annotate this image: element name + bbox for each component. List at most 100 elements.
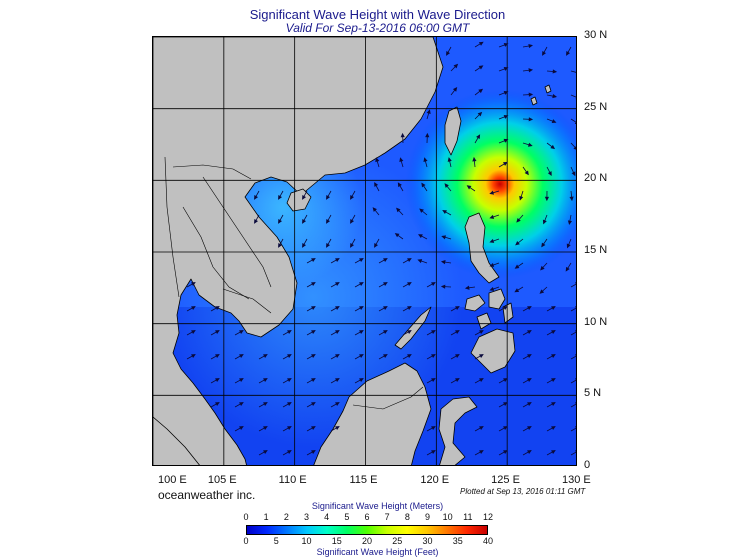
- wave-arrow-head: [528, 68, 534, 73]
- wave-arrow-head: [311, 258, 316, 263]
- colorbar-meters-tick: 12: [482, 512, 494, 522]
- latitude-label: 5 N: [584, 387, 602, 400]
- wave-arrow-head: [215, 378, 220, 383]
- wave-arrow-head: [479, 426, 484, 431]
- wave-arrow-head: [455, 378, 460, 383]
- wave-arrow-head: [527, 450, 532, 455]
- wave-arrow-head: [278, 243, 283, 248]
- wave-arrow-head: [550, 144, 556, 150]
- credit-text: oceanweather inc.: [158, 488, 256, 502]
- wave-arrow-head: [551, 354, 556, 359]
- wave-arrow-head: [287, 354, 292, 359]
- wave-arrow-head: [455, 354, 460, 359]
- wave-arrow-head: [407, 306, 412, 311]
- border-borneo-malaysia: [352, 386, 424, 410]
- colorbar-meters-tick: 11: [463, 512, 473, 522]
- land-mainland-asia: [153, 37, 444, 465]
- wave-arrow-head: [446, 51, 451, 56]
- wave-arrow-shaft: [570, 94, 576, 98]
- wave-arrow-head: [359, 330, 364, 335]
- wave-arrow-head: [575, 282, 576, 285]
- latitude-label: 25 N: [584, 100, 608, 113]
- wave-arrow-head: [455, 306, 460, 311]
- wave-arrow-head: [383, 306, 388, 311]
- wave-arrow-head: [447, 157, 452, 162]
- wave-arrow-head: [263, 354, 268, 359]
- wave-arrow-head: [489, 214, 495, 219]
- wave-arrow-head: [311, 282, 316, 287]
- wave-arrow-shaft: [570, 70, 576, 73]
- wave-arrow-head: [407, 258, 412, 263]
- wave-arrow-head: [551, 402, 556, 407]
- wave-arrow-head: [287, 330, 292, 335]
- land-taiwan: [444, 106, 462, 156]
- wave-arrow-head: [431, 450, 436, 455]
- wave-arrow-head: [573, 146, 576, 150]
- land-mindanao: [470, 328, 516, 374]
- wave-arrow-head: [383, 330, 388, 335]
- border-myanmar-thailand: [164, 156, 180, 298]
- longitude-label: 120 E: [420, 474, 450, 486]
- wave-arrow-head: [502, 161, 508, 166]
- wave-arrow-head: [444, 183, 449, 188]
- land-ryukyu-1: [530, 96, 538, 106]
- wave-arrow-head: [215, 354, 220, 359]
- border-thailand-cambodia: [182, 206, 250, 300]
- colorbar-meters-tick: 4: [324, 512, 330, 522]
- wave-arrow-head: [263, 402, 268, 407]
- border-china-vietnam: [172, 164, 252, 180]
- wave-arrow-head: [575, 426, 576, 429]
- wave-arrow-head: [417, 259, 423, 264]
- wave-arrow-head: [575, 378, 576, 381]
- wave-arrow-head: [407, 354, 412, 359]
- wave-arrow-head: [528, 92, 534, 97]
- land-sulawesi: [438, 396, 478, 465]
- wave-arrow-head: [567, 220, 573, 225]
- wave-arrow-head: [335, 330, 340, 335]
- wave-arrow-head: [575, 330, 576, 333]
- wave-arrow-head: [479, 378, 484, 383]
- wave-arrow-head: [399, 157, 404, 163]
- land: [153, 37, 552, 465]
- wave-arrow-head: [527, 402, 532, 407]
- colorbar-feet-tick: 40: [482, 536, 494, 546]
- wave-arrow-head: [503, 90, 509, 95]
- wave-arrow-head: [476, 134, 481, 140]
- wave-arrow-head: [527, 330, 532, 335]
- colorbar-feet-tick: 25: [392, 536, 403, 546]
- wave-arrow-head: [278, 195, 283, 200]
- wave-arrow-head: [541, 242, 546, 248]
- wave-arrow-head: [239, 378, 244, 383]
- wave-arrow-head: [431, 378, 436, 383]
- wave-arrow-head: [407, 330, 412, 335]
- wave-arrow-head: [575, 354, 576, 357]
- wave-arrow-head: [311, 330, 316, 335]
- longitude-label: 125 E: [491, 474, 520, 486]
- wave-arrow-head: [287, 450, 292, 455]
- wave-arrow-head: [575, 450, 576, 453]
- longitude-label: 130 E: [562, 474, 591, 486]
- wave-arrow-head: [239, 426, 244, 431]
- wave-arrow-head: [489, 286, 495, 291]
- wave-arrow-head: [575, 98, 576, 100]
- wave-arrow-head: [574, 121, 576, 125]
- wave-arrow-head: [372, 207, 377, 212]
- wave-arrow-head: [335, 378, 340, 383]
- wave-arrow-head: [326, 219, 331, 224]
- wave-arrow-head: [383, 282, 388, 287]
- wave-arrow-head: [191, 282, 196, 287]
- wave-arrow-head: [418, 234, 423, 239]
- wave-arrow-head: [425, 132, 430, 138]
- colorbar-meters-tick: 3: [303, 512, 310, 522]
- wave-arrow-head: [551, 306, 556, 311]
- colorbar-meters-tick: 7: [384, 512, 390, 522]
- country-borders: [164, 156, 424, 410]
- wave-arrow-head: [431, 282, 436, 287]
- wave-arrow-head: [359, 378, 364, 383]
- land-palawan: [394, 306, 432, 350]
- wave-arrow-head: [479, 354, 484, 359]
- wave-arrow-head: [489, 262, 495, 267]
- wave-arrow-head: [335, 354, 340, 359]
- colorbar-meters-tick: 9: [424, 512, 431, 522]
- wave-arrow-head: [374, 182, 379, 187]
